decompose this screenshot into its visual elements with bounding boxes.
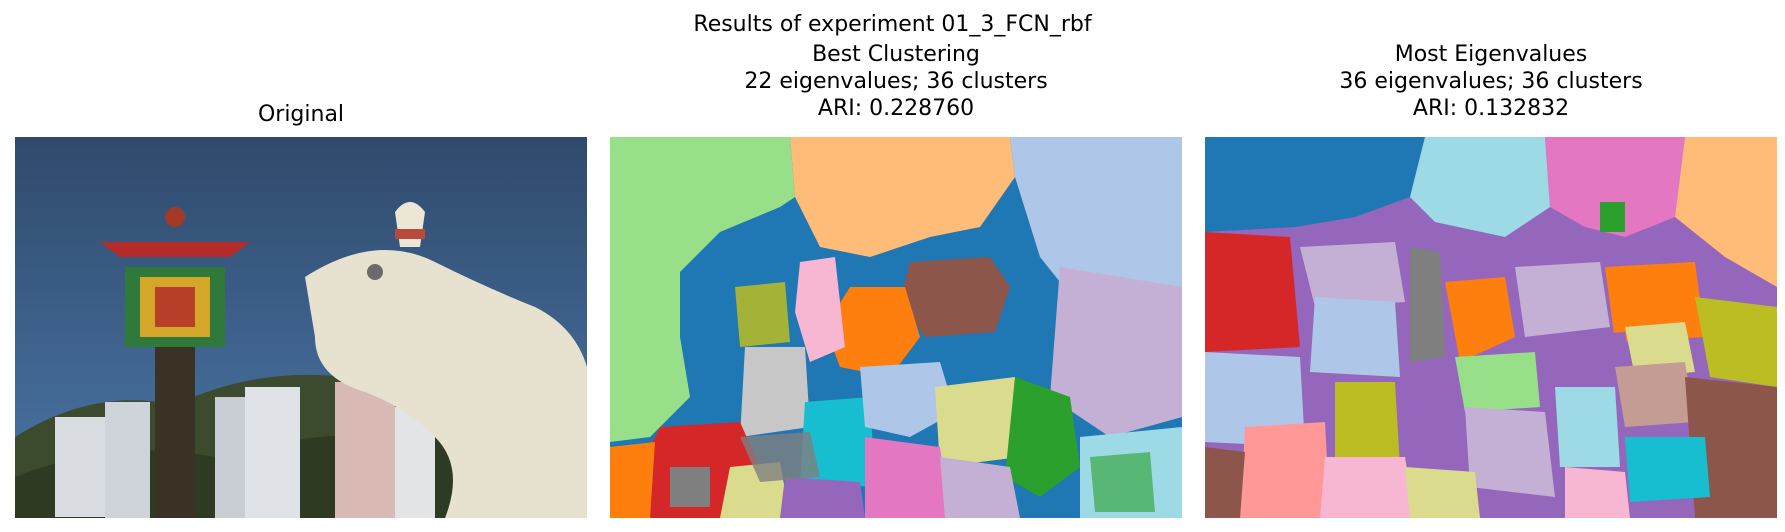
panel-title-line: ARI: 0.132832 [1412, 96, 1570, 121]
panel-title-line: ARI: 0.228760 [817, 96, 975, 121]
figure-suptitle: Results of experiment 01_3_FCN_rbf [693, 12, 1092, 37]
panel-original: Original [15, 0, 587, 532]
panel-title-line: 22 eigenvalues; 36 clusters [744, 69, 1048, 94]
panel-title-line: Best Clustering [812, 42, 980, 67]
best-clustering-segmentation [610, 137, 1182, 518]
panel-title-line: Original [257, 102, 345, 127]
panel-title-line: 36 eigenvalues; 36 clusters [1339, 69, 1643, 94]
most-eigenvalues-segmentation [1205, 137, 1777, 518]
panel-best-clustering: Best Clustering 22 eigenvalues; 36 clust… [610, 0, 1182, 532]
panel-title-line: Most Eigenvalues [1394, 42, 1588, 67]
original-image [15, 137, 587, 518]
panel-most-eigenvalues: Most Eigenvalues 36 eigenvalues; 36 clus… [1205, 0, 1777, 532]
